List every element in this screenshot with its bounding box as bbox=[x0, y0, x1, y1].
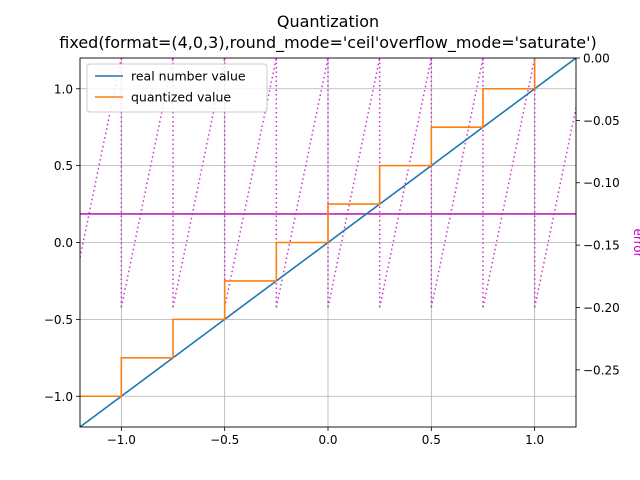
y-tick-label-3: 0.5 bbox=[54, 159, 73, 173]
x-tick-label-4: 1.0 bbox=[525, 433, 544, 447]
legend-label-real-number-value: real number value bbox=[131, 69, 246, 84]
y2-axis-label: error bbox=[631, 228, 640, 257]
chart-title: Quantization bbox=[277, 12, 379, 31]
y2-tick-label-3: −0.15 bbox=[583, 239, 620, 253]
legend: real number value quantized value bbox=[86, 63, 268, 113]
y2-tick-label-1: −0.05 bbox=[583, 114, 620, 128]
x-tick-label-3: 0.5 bbox=[422, 433, 441, 447]
legend-box bbox=[86, 63, 268, 113]
y2-tick-label-0: 0.00 bbox=[583, 52, 610, 66]
y-tick-label-2: 0.0 bbox=[54, 236, 73, 250]
x-tick-label-2: 0.0 bbox=[318, 433, 337, 447]
x-tick-label-0: −1.0 bbox=[107, 433, 136, 447]
y-tick-label-4: 1.0 bbox=[54, 82, 73, 96]
plot-series bbox=[80, 58, 576, 427]
chart-subtitle: fixed(format=(4,0,3),round_mode='ceil'ov… bbox=[59, 33, 596, 53]
y2-tick-label-5: −0.25 bbox=[583, 363, 620, 377]
y2-tick-label-2: −0.10 bbox=[583, 176, 620, 190]
y-axis-left: −1.0 −0.5 0.0 0.5 1.0 bbox=[44, 82, 80, 404]
quantized-value-line bbox=[80, 58, 536, 398]
y-axis-right: 0.00 −0.05 −0.10 −0.15 −0.20 −0.25 bbox=[576, 52, 620, 377]
x-tick-label-1: −0.5 bbox=[210, 433, 239, 447]
y-tick-label-1: −0.5 bbox=[44, 313, 73, 327]
x-axis: −1.0 −0.5 0.0 0.5 1.0 bbox=[107, 427, 544, 447]
y2-tick-label-4: −0.20 bbox=[583, 301, 620, 315]
legend-label-quantized-value: quantized value bbox=[131, 90, 231, 105]
y-tick-label-0: −1.0 bbox=[44, 390, 73, 404]
